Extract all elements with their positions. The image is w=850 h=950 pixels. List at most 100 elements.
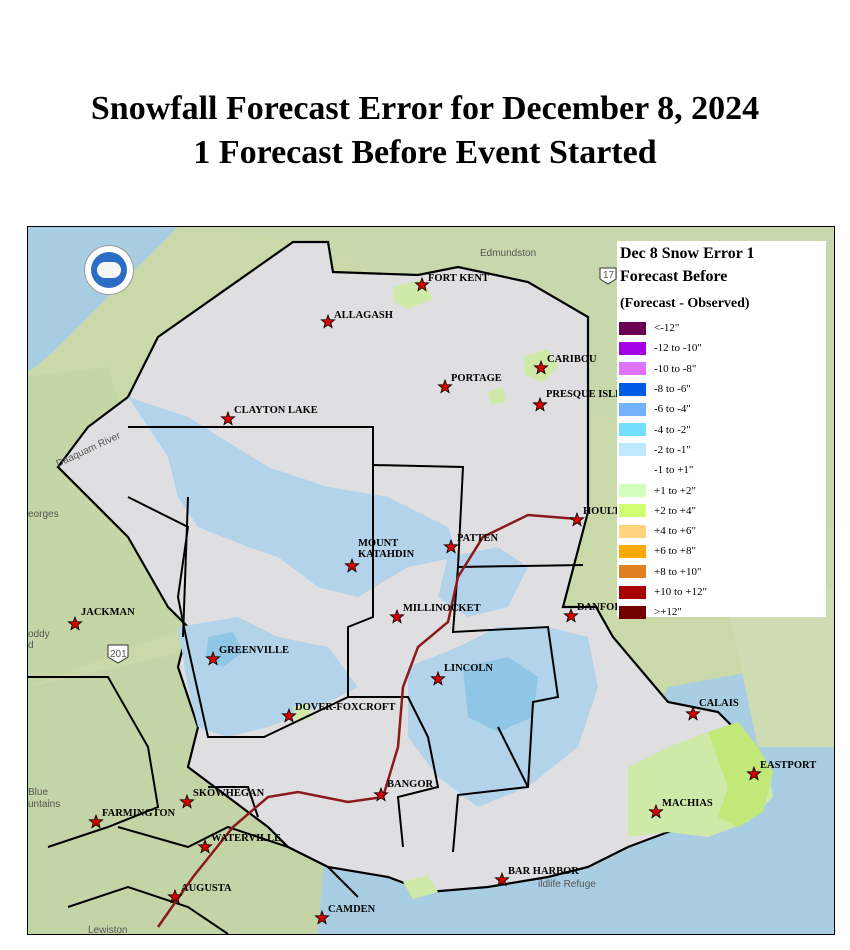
city-star-icon	[746, 765, 762, 781]
legend-label: -6 to -4"	[654, 403, 691, 416]
legend-label: +1 to +2"	[654, 484, 696, 497]
city-label: CARIBOU	[547, 354, 597, 365]
label-lewiston: Lewiston	[88, 925, 127, 934]
map-title-line2: 1 Forecast Before Event Started	[193, 134, 657, 171]
city-star-icon	[533, 359, 549, 375]
legend-swatch	[619, 544, 646, 558]
label-woody: oddy	[28, 629, 50, 640]
legend-label: +8 to +10"	[654, 565, 702, 578]
city-label: WATERVILLE	[211, 833, 281, 844]
nws-logo	[84, 245, 134, 295]
city-label: PATTEN	[457, 533, 498, 544]
city-star-icon	[373, 786, 389, 802]
city-star-icon	[414, 276, 430, 292]
city-label: AUGUSTA	[181, 883, 232, 894]
error-area-minus-4to6	[463, 657, 538, 732]
map-frame[interactable]: Edmundston Daaquam River eorges oddy d B…	[27, 226, 835, 935]
city-label: BAR HARBOR	[508, 866, 579, 877]
legend-swatch	[619, 382, 646, 396]
legend-item: +10 to +12"	[617, 582, 826, 602]
legend-subtitle: (Forecast - Observed)	[620, 296, 750, 311]
legend-swatch	[619, 524, 646, 538]
city-label: SKOWHEGAN	[193, 788, 265, 799]
legend-label: +10 to +12"	[654, 586, 707, 598]
legend-swatch	[619, 402, 646, 416]
legend-item: +8 to +10"	[617, 562, 826, 582]
city-star-icon	[314, 909, 330, 925]
city-label: BANGOR	[387, 779, 434, 790]
city-star-icon	[320, 313, 336, 329]
legend-title-line2: Forecast Before	[620, 268, 728, 285]
st-lawrence-river	[28, 227, 178, 372]
legend-item: -8 to -6"	[617, 379, 826, 399]
city-label: PRESQUE ISLE	[546, 389, 622, 400]
legend-item: -12 to -10"	[617, 338, 826, 358]
city-label: GREENVILLE	[219, 645, 289, 656]
city-star-icon	[563, 607, 579, 623]
city-star-icon	[344, 557, 360, 573]
error-area-plus-1to2-portage	[488, 387, 506, 405]
city-label: LINCOLN	[444, 663, 493, 674]
legend-swatch	[619, 484, 646, 498]
city-markers: FORT KENT ALLAGASH CARIBOU PORTAGE PRESQUE I…	[67, 273, 816, 925]
west-land	[28, 367, 188, 687]
error-area-plus-2to4-downeast	[708, 722, 773, 827]
highway-201-shield: 201	[107, 644, 129, 664]
legend-title-line1: Dec 8 Snow Error 1	[620, 245, 755, 262]
legend-swatch	[619, 443, 646, 457]
legend-swatch	[619, 321, 646, 335]
label-georges: eorges	[28, 509, 59, 520]
city-star-icon	[648, 803, 664, 819]
svg-text:17: 17	[603, 270, 615, 281]
city-label: MILLINOCKET	[403, 603, 481, 614]
city-label: PORTAGE	[451, 373, 502, 384]
legend-item: +6 to +8"	[617, 541, 826, 561]
city-label: MACHIAS	[662, 798, 713, 809]
legend-panel: Dec 8 Snow Error 1 Forecast Before (Fore…	[617, 241, 826, 619]
error-area-minus-2to4-south	[438, 547, 528, 617]
legend-swatch	[619, 504, 646, 518]
legend-swatch	[619, 565, 646, 579]
zone-boundaries	[28, 426, 584, 934]
legend-label: -2 to -1"	[654, 443, 691, 456]
city-star-icon	[281, 707, 297, 723]
map-title-line1: Snowfall Forecast Error for December 8, …	[90, 90, 760, 127]
city-star-icon	[197, 838, 213, 854]
svg-text:201: 201	[110, 649, 127, 660]
city-star-icon	[389, 608, 405, 624]
legend-label: -4 to -2"	[654, 423, 691, 436]
legend-label: <-12"	[654, 322, 680, 335]
label-edmundston: Edmundston	[480, 248, 536, 259]
city-label: CALAIS	[699, 698, 739, 709]
legend-swatch	[619, 341, 646, 355]
city-star-icon	[220, 410, 236, 426]
interstate-95	[156, 513, 579, 928]
error-area-plus-1to2-coast	[403, 875, 438, 899]
city-label: HOULTON	[583, 506, 636, 517]
city-label: JACKMAN	[81, 607, 135, 618]
legend-item: -1 to +1"	[617, 460, 826, 480]
legend-item: -6 to -4"	[617, 399, 826, 419]
map-canvas: Edmundston Daaquam River eorges oddy d B…	[28, 227, 834, 934]
legend-label: -8 to -6"	[654, 383, 691, 396]
city-star-icon	[569, 511, 585, 527]
city-star-icon	[685, 705, 701, 721]
legend-swatch	[619, 585, 646, 599]
legend-label: -12 to -10"	[654, 342, 702, 355]
legend-item: +1 to +2"	[617, 480, 826, 500]
legend-swatch	[619, 362, 646, 376]
label-wildlife-refuge: ildlife Refuge	[538, 879, 596, 890]
legend-item: -2 to -1"	[617, 440, 826, 460]
legend-label: -1 to +1"	[654, 464, 694, 477]
city-star-icon	[494, 871, 510, 887]
legend-item: -10 to -8"	[617, 359, 826, 379]
label-woody2: d	[28, 640, 34, 651]
city-label: CAMDEN	[328, 904, 376, 915]
legend-label: +2 to +4"	[654, 504, 696, 517]
city-star-icon	[205, 650, 221, 666]
legend-item: +4 to +6"	[617, 521, 826, 541]
legend-swatch	[619, 605, 646, 619]
city-star-icon	[437, 378, 453, 394]
city-star-icon	[179, 793, 195, 809]
legend-label: +6 to +8"	[654, 545, 696, 558]
